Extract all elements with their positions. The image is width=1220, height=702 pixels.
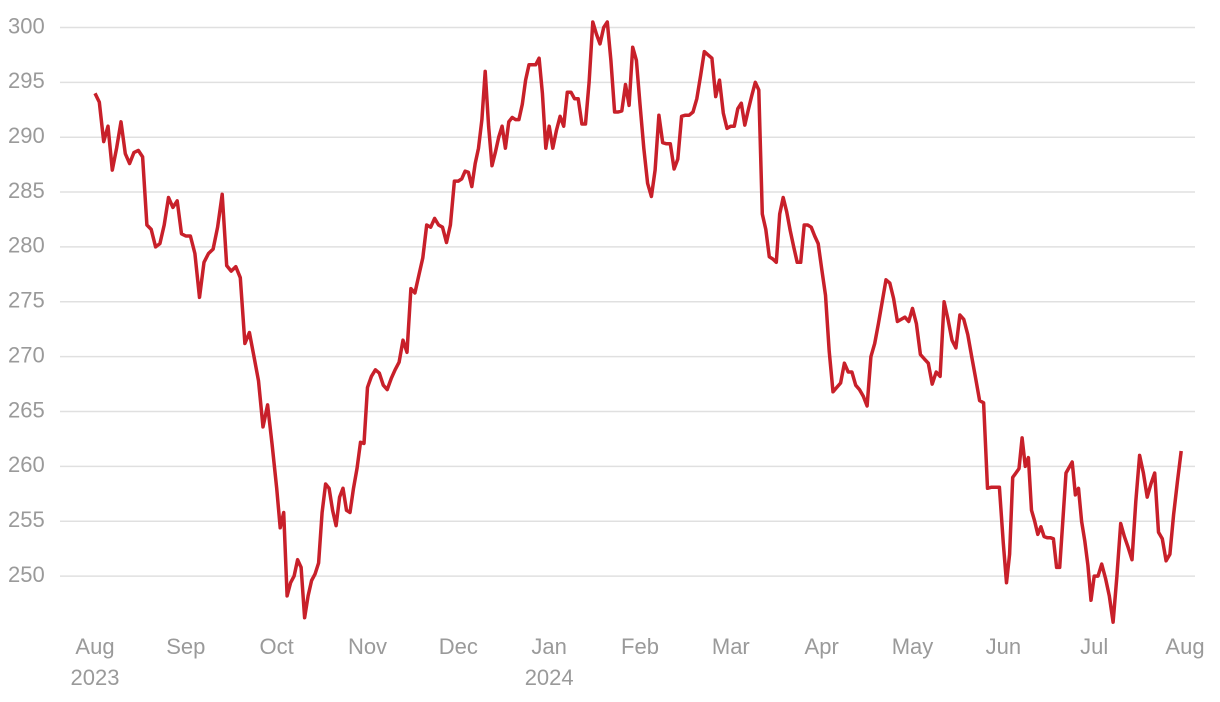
y-tick-label: 280	[8, 233, 45, 258]
y-tick-label: 290	[8, 123, 45, 148]
x-tick-label: Feb	[621, 634, 659, 659]
x-tick-label: Jun	[986, 634, 1021, 659]
x-tick-label: 2024	[525, 665, 574, 690]
y-tick-label: 255	[8, 507, 45, 532]
x-tick-label: Sep	[166, 634, 205, 659]
x-tick-label: Aug	[1165, 634, 1204, 659]
y-tick-label: 295	[8, 68, 45, 93]
y-tick-label: 285	[8, 178, 45, 203]
y-tick-label: 250	[8, 562, 45, 587]
y-tick-label: 300	[8, 13, 45, 38]
x-tick-label: May	[892, 634, 934, 659]
x-tick-label: Dec	[439, 634, 478, 659]
x-tick-label: Oct	[260, 634, 294, 659]
x-tick-label: 2023	[71, 665, 120, 690]
y-tick-label: 270	[8, 342, 45, 367]
price-line	[93, 20, 1183, 624]
y-tick-label: 265	[8, 397, 45, 422]
x-tick-label: Nov	[348, 634, 387, 659]
y-tick-label: 260	[8, 452, 45, 477]
x-tick-label: Mar	[712, 634, 750, 659]
x-tick-label: Aug	[75, 634, 114, 659]
x-tick-label: Apr	[805, 634, 839, 659]
x-tick-label: Jul	[1080, 634, 1108, 659]
y-tick-label: 275	[8, 288, 45, 313]
x-tick-label: Jan	[531, 634, 566, 659]
